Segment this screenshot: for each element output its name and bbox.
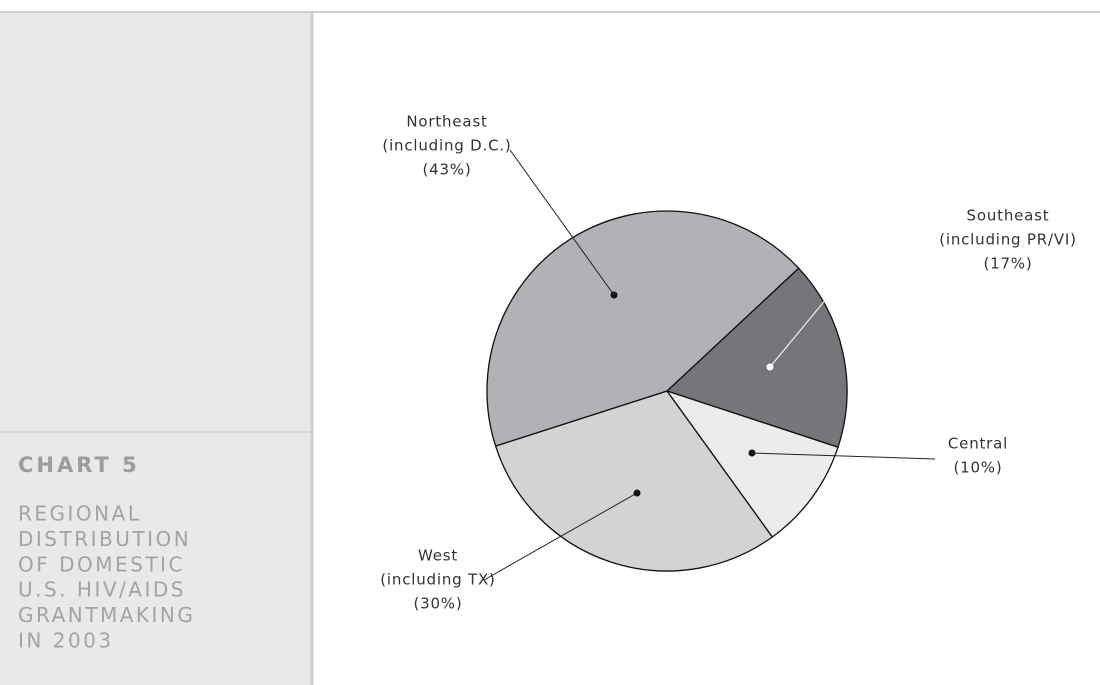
leader-line bbox=[483, 492, 638, 581]
label-dot bbox=[766, 363, 774, 371]
label-dot bbox=[748, 449, 756, 457]
subtitle-line: DISTRIBUTION bbox=[18, 527, 191, 551]
label-dot bbox=[633, 489, 641, 497]
value-label: (10%) bbox=[953, 459, 1002, 477]
slice-note: (including PR/VI) bbox=[939, 231, 1077, 249]
value-label: (17%) bbox=[983, 255, 1032, 273]
leader-line bbox=[509, 149, 615, 296]
leader-line bbox=[769, 217, 894, 368]
slice-label: Southeast bbox=[967, 207, 1050, 225]
subtitle-line: REGIONAL bbox=[18, 502, 141, 526]
subtitle-line: U.S. HIV/AIDS bbox=[18, 578, 186, 602]
subtitle-line: IN 2003 bbox=[18, 629, 114, 653]
side-panel bbox=[0, 12, 311, 685]
pie-slice bbox=[665, 267, 848, 449]
pie-slice bbox=[665, 389, 839, 538]
subtitle-line: OF DOMESTIC bbox=[18, 552, 185, 576]
slice-note: (including TX) bbox=[380, 571, 495, 589]
pie-slice bbox=[486, 210, 800, 447]
slice-note: (including D.C.) bbox=[382, 137, 511, 155]
pie-slice bbox=[494, 390, 774, 572]
leader-line bbox=[751, 452, 936, 460]
label-dot bbox=[610, 291, 618, 299]
chart-title: CHART 5 bbox=[18, 453, 140, 477]
slice-label: West bbox=[418, 547, 458, 565]
value-label: (43%) bbox=[422, 161, 471, 179]
slice-label: Northeast bbox=[406, 113, 487, 131]
value-label: (30%) bbox=[413, 595, 462, 613]
slice-label: Central bbox=[948, 435, 1008, 453]
subtitle-line: GRANTMAKING bbox=[18, 603, 195, 627]
